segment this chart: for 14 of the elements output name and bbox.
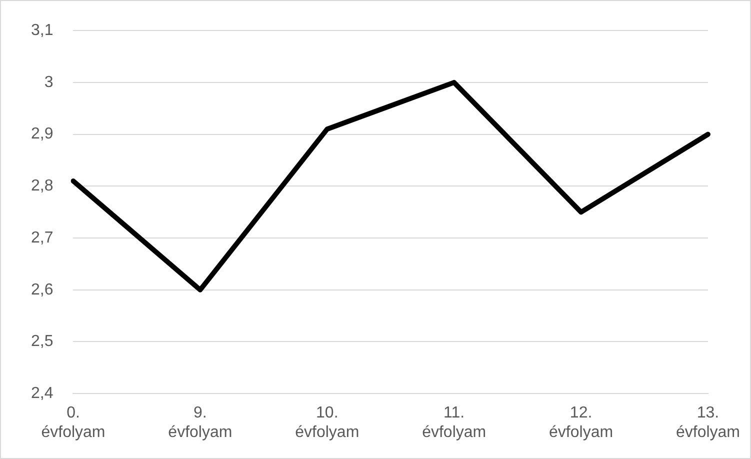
y-tick-label: 2,5: [30, 333, 54, 350]
x-tick-label: 0. évfolyam: [41, 404, 106, 441]
x-tick-label: 12. évfolyam: [549, 404, 614, 441]
y-tick-label: 3,1: [30, 22, 54, 40]
y-tick-label: 2,9: [30, 126, 54, 143]
y-tick-label: 2,6: [30, 281, 54, 298]
y-tick-label: 2,8: [30, 178, 54, 195]
x-tick-label: 11. évfolyam: [422, 404, 486, 441]
y-tick-label: 3: [44, 74, 54, 91]
y-tick-label: 2,4: [30, 385, 54, 402]
x-tick-label: 9. évfolyam: [168, 404, 232, 441]
x-tick-label: 10. évfolyam: [295, 404, 360, 441]
y-tick-label: 2,7: [30, 229, 54, 246]
x-tick-label: 13. évfolyam: [676, 404, 740, 441]
